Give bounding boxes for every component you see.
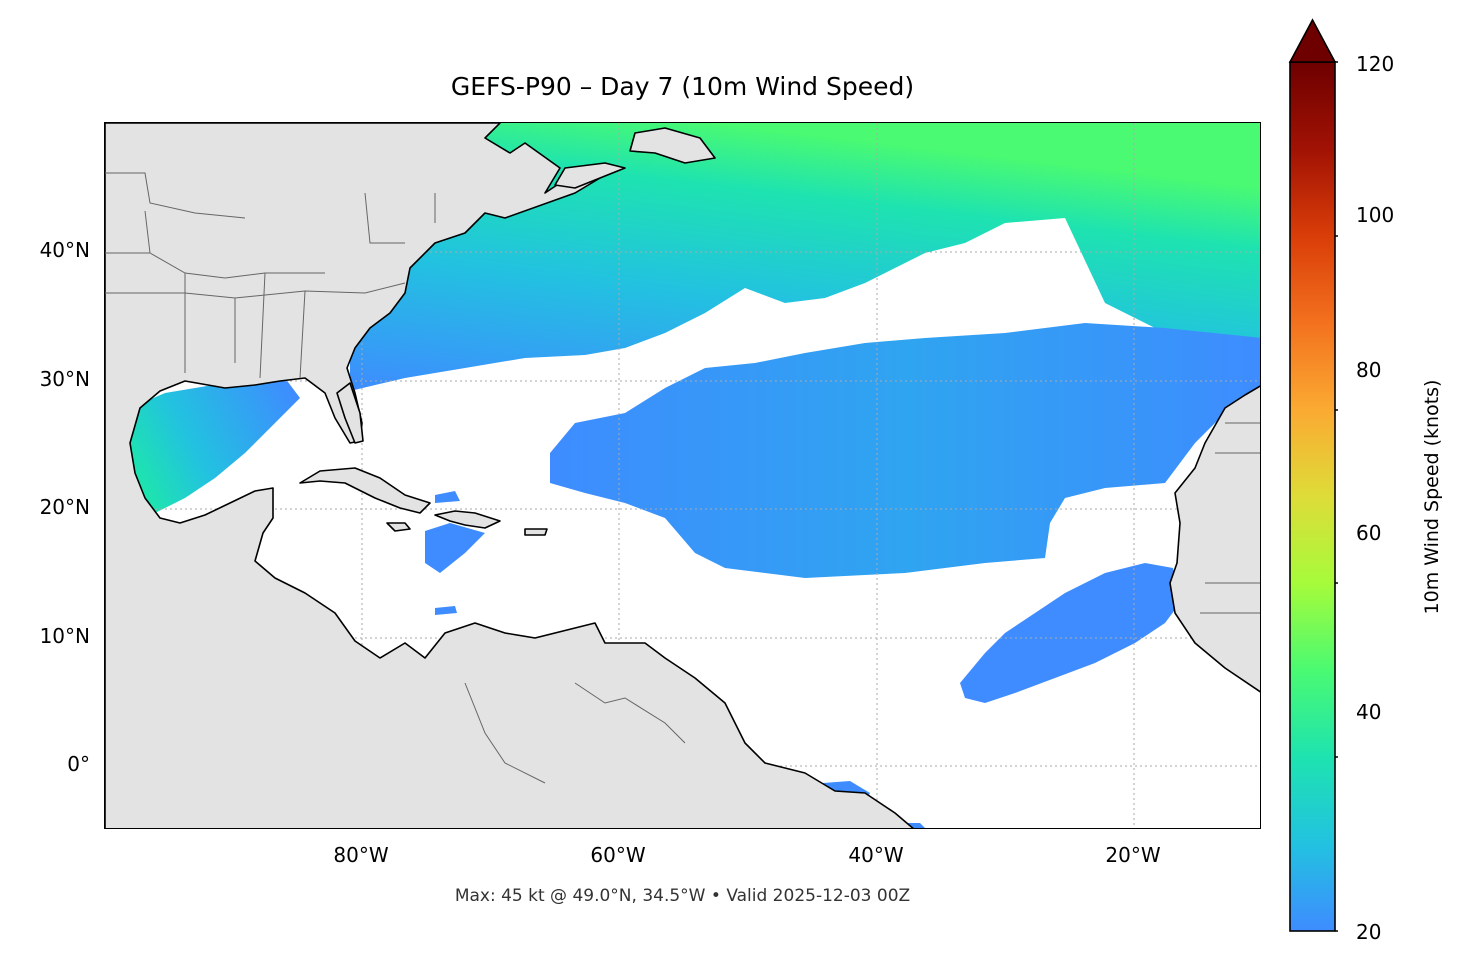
lat-tick-10n: 10°N (39, 624, 90, 648)
lon-tick-60w: 60°W (590, 843, 646, 867)
lon-tick-20w: 20°W (1105, 843, 1161, 867)
colorbar-tick-80: 80 (1356, 358, 1382, 382)
lat-tick-30n: 30°N (39, 367, 90, 391)
colorbar-label: 10m Wind Speed (knots) (1421, 379, 1443, 615)
colorbar-gradient (1288, 18, 1343, 932)
map-footer-info: Max: 45 kt @ 49.0°N, 34.5°W • Valid 2025… (454, 886, 911, 906)
colorbar-tick-20: 20 (1356, 920, 1382, 944)
colorbar-extend-arrow (1288, 18, 1337, 63)
colorbar (1288, 18, 1343, 933)
colorbar-tick-120: 120 (1356, 52, 1395, 76)
land-layer (105, 123, 1260, 828)
map-panel[interactable] (104, 122, 1261, 829)
borders-layer (105, 172, 1260, 784)
colorbar-tick-100: 100 (1356, 203, 1395, 227)
lon-tick-40w: 40°W (848, 843, 904, 867)
lat-tick-40n: 40°N (39, 238, 90, 262)
wind-speed-map (105, 123, 1260, 828)
lat-tick-20n: 20°N (39, 495, 90, 519)
lat-tick-0: 0° (67, 752, 90, 776)
colorbar-tick-40: 40 (1356, 700, 1382, 724)
lon-tick-80w: 80°W (333, 843, 389, 867)
colorbar-tick-60: 60 (1356, 521, 1382, 545)
map-title: GEFS-P90 – Day 7 (10m Wind Speed) (450, 72, 915, 101)
